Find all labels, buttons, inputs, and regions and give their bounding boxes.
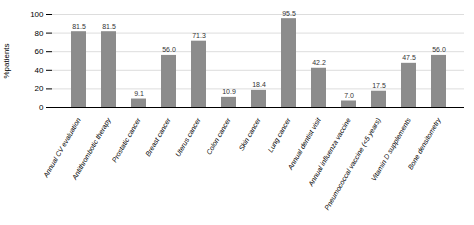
svg-text:Prostatic cancer: Prostatic cancer [111,116,142,164]
svg-text:7.0: 7.0 [344,92,354,99]
svg-text:Annual influenza vaccine: Annual influenza vaccine [307,116,352,188]
svg-text:9.1: 9.1 [134,90,144,97]
svg-text:Uterus cancer: Uterus cancer [174,116,202,158]
svg-text:Antithrombotic therapy: Antithrombotic therapy [70,116,113,182]
svg-text:%patients: %patients [2,43,11,78]
svg-text:10.9: 10.9 [222,88,236,95]
svg-text:71.3: 71.3 [192,32,206,39]
svg-text:Bone densitometry: Bone densitometry [407,116,443,171]
svg-text:Breast cancer: Breast cancer [144,116,172,157]
svg-text:56.0: 56.0 [432,46,446,53]
svg-text:40: 40 [35,66,44,75]
svg-text:Pneumococcal vaccine (<5 years: Pneumococcal vaccine (<5 years) [323,117,383,212]
svg-text:0: 0 [39,103,44,112]
svg-text:Colon cancer: Colon cancer [205,116,232,156]
svg-text:81.5: 81.5 [102,23,116,30]
svg-text:Annual CV evaluation: Annual CV evaluation [42,116,82,179]
svg-text:95.5: 95.5 [282,10,296,17]
svg-text:Vitamin D supplements: Vitamin D supplements [370,116,413,183]
svg-text:Annual dentist visit: Annual dentist visit [286,116,322,172]
svg-text:56.0: 56.0 [162,46,176,53]
svg-text:20: 20 [35,84,44,93]
svg-text:42.2: 42.2 [312,59,326,66]
svg-text:Lung cancer: Lung cancer [266,116,293,154]
svg-text:80: 80 [35,29,44,38]
svg-text:18.4: 18.4 [252,81,266,88]
svg-text:81.5: 81.5 [72,23,86,30]
svg-text:17.5: 17.5 [372,82,386,89]
svg-text:Skin cancer: Skin cancer [237,116,262,152]
svg-text:47.5: 47.5 [402,54,416,61]
svg-text:60: 60 [35,47,44,56]
svg-text:100: 100 [30,10,44,19]
